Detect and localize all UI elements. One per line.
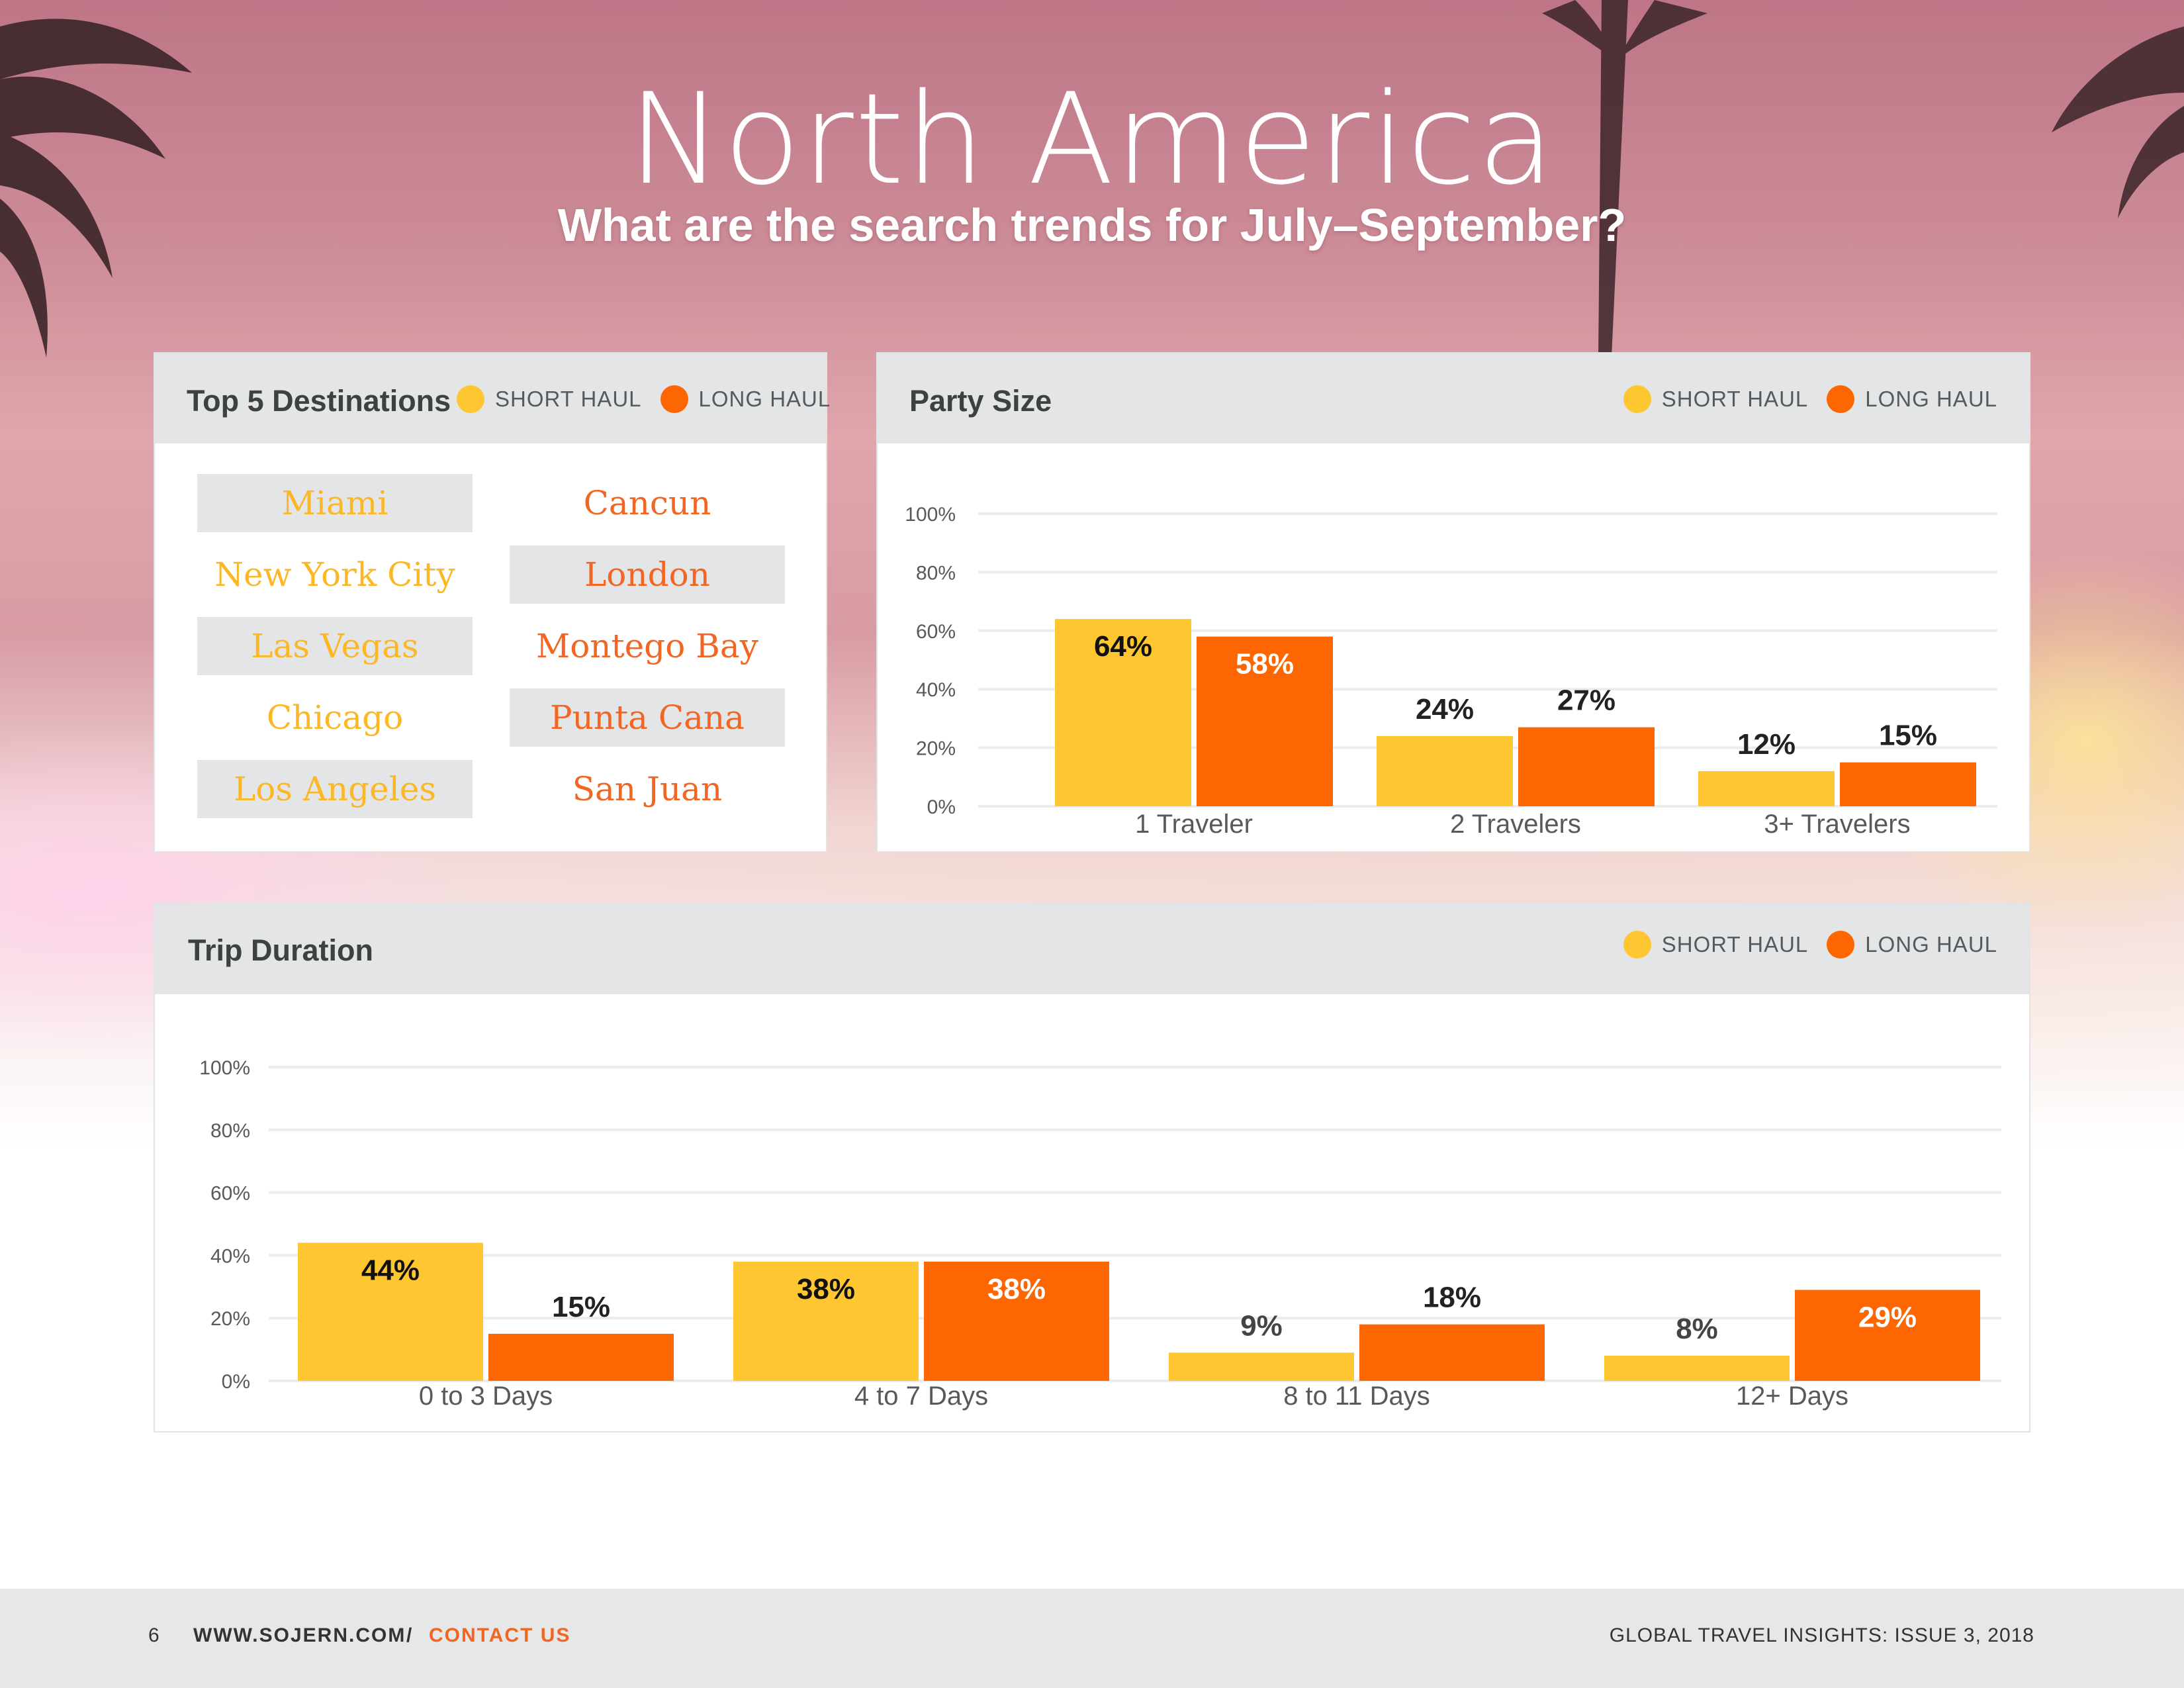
long-haul-legend-label: LONG HAUL — [698, 387, 831, 411]
short-haul-legend-swatch — [1623, 931, 1651, 959]
category-label: 2 Travelers — [1450, 810, 1581, 839]
bar-short-haul — [1377, 735, 1513, 806]
bar-long-haul — [1518, 727, 1655, 806]
bar-long-haul — [488, 1333, 674, 1381]
bar-data-label: 44% — [361, 1254, 420, 1286]
category-label: 12+ Days — [1736, 1382, 1848, 1411]
y-tick-label: 80% — [916, 562, 956, 584]
y-tick-label: 0% — [927, 796, 956, 818]
trip-duration-panel: Trip Duration SHORT HAUL LONG HAUL 0% 20%… — [154, 903, 2030, 1432]
party-size-panel-header: Party Size SHORT HAUL LONG HAUL — [878, 353, 2029, 444]
bar-data-label: 24% — [1416, 693, 1474, 726]
bar-data-label: 15% — [1879, 720, 1937, 752]
short-haul-destination: Miami — [197, 474, 473, 532]
y-tick-label: 80% — [210, 1120, 250, 1142]
long-haul-legend-swatch — [1827, 385, 1855, 413]
bar-data-label: 15% — [552, 1291, 610, 1323]
short-haul-legend-swatch — [1623, 385, 1651, 413]
bar-data-label: 18% — [1423, 1282, 1481, 1314]
category-label: 4 to 7 Days — [854, 1382, 988, 1411]
category-label: 3+ Travelers — [1764, 810, 1910, 839]
bar-long-haul — [1197, 636, 1333, 806]
bar-short-haul — [733, 1261, 919, 1381]
y-tick-label: 60% — [916, 621, 956, 643]
bar-short-haul — [1604, 1356, 1790, 1381]
long-haul-legend-swatch — [660, 385, 688, 413]
palm-tree-left-image — [0, 19, 192, 357]
bar-short-haul — [1698, 771, 1835, 806]
contact-us-link[interactable]: CONTACT US — [429, 1624, 571, 1646]
y-tick-label: 100% — [199, 1057, 250, 1079]
trip-duration-title: Trip Duration — [188, 933, 373, 967]
short-haul-legend-label: SHORT HAUL — [495, 387, 642, 411]
y-tick-label: 60% — [210, 1183, 250, 1205]
bar-data-label: 29% — [1858, 1301, 1917, 1334]
bar-data-label: 58% — [1236, 648, 1294, 680]
y-tick-label: 20% — [210, 1308, 250, 1330]
long-haul-legend-label: LONG HAUL — [1865, 387, 1997, 411]
palm-tree-right-image — [2052, 26, 2184, 218]
category-label: 0 to 3 Days — [419, 1382, 553, 1411]
long-haul-destination: Punta Cana — [510, 688, 785, 747]
short-haul-destination: Los Angeles — [197, 760, 473, 818]
party-size-panel: Party Size SHORT HAUL LONG HAUL 0% 20% 40%… — [876, 352, 2030, 853]
short-haul-destination: Las Vegas — [197, 617, 473, 675]
y-tick-label: 40% — [916, 679, 956, 701]
y-tick-label: 100% — [905, 504, 956, 526]
party-size-chart: 0% 20% 40% 60% 80% 100% 64% 58% 1 Traveler 24% 27%… — [905, 504, 1997, 839]
page-number: 6 — [148, 1624, 161, 1646]
website-link[interactable]: WWW.SOJERN.COM — [193, 1624, 406, 1646]
destinations-panel: Top 5 Destinations SHORT HAUL LONG HAUL … — [154, 352, 830, 853]
category-label: 8 to 11 Days — [1283, 1382, 1430, 1411]
trip-duration-panel-header: Trip Duration SHORT HAUL LONG HAUL — [155, 904, 2029, 994]
long-haul-legend-label: LONG HAUL — [1865, 932, 1997, 957]
long-haul-legend-swatch — [1827, 931, 1855, 959]
long-haul-destination: Montego Bay — [536, 627, 758, 665]
bar-long-haul — [1795, 1289, 1980, 1381]
publication-info: GLOBAL TRAVEL INSIGHTS: ISSUE 3, 2018 — [1609, 1624, 2034, 1646]
long-haul-destination: San Juan — [572, 770, 723, 808]
bar-data-label: 8% — [1676, 1313, 1718, 1345]
short-haul-legend-swatch — [457, 385, 484, 413]
bar-data-label: 12% — [1737, 728, 1796, 761]
long-haul-destination: London — [510, 545, 785, 604]
bar-short-haul — [1169, 1352, 1354, 1381]
bar-long-haul — [924, 1261, 1109, 1381]
party-size-legend: SHORT HAUL LONG HAUL — [1623, 385, 1997, 413]
destinations-legend: SHORT HAUL LONG HAUL — [457, 385, 831, 413]
destinations-panel-header: Top 5 Destinations SHORT HAUL LONG HAUL — [155, 353, 830, 444]
bar-data-label: 9% — [1240, 1309, 1283, 1342]
y-tick-label: 40% — [210, 1245, 250, 1267]
bar-data-label: 27% — [1557, 684, 1615, 717]
bar-short-haul — [1055, 619, 1191, 806]
bar-long-haul — [1359, 1324, 1545, 1381]
bar-data-label: 64% — [1094, 630, 1152, 663]
trip-duration-legend: SHORT HAUL LONG HAUL — [1623, 931, 1997, 959]
long-haul-destination: Cancun — [583, 484, 711, 522]
page-title: North America — [628, 66, 1556, 212]
palm-tree-center-image — [1542, 0, 1707, 357]
short-haul-legend-label: SHORT HAUL — [1661, 387, 1809, 411]
y-tick-label: 0% — [222, 1371, 250, 1393]
footer-separator: / — [406, 1624, 414, 1646]
short-haul-destination: Chicago — [266, 698, 404, 737]
bar-long-haul — [1840, 762, 1976, 806]
bar-data-label: 38% — [797, 1273, 855, 1305]
bar-data-label: 38% — [987, 1273, 1046, 1305]
short-haul-legend-label: SHORT HAUL — [1661, 932, 1809, 957]
y-tick-label: 20% — [916, 738, 956, 760]
party-size-title: Party Size — [909, 384, 1052, 418]
destinations-title: Top 5 Destinations — [187, 384, 451, 418]
bar-short-haul — [298, 1243, 483, 1381]
footer: 6 WWW.SOJERN.COM / CONTACT US GLOBAL TRA… — [0, 1589, 2184, 1688]
page-subtitle: What are the search trends for July–Sept… — [557, 199, 1627, 251]
short-haul-destination: New York City — [214, 555, 455, 594]
trip-duration-chart: 0% 20% 40% 60% 80% 100% 44% 15% 0 to 3 Days 38% 38… — [199, 1057, 2001, 1411]
category-label: 1 Traveler — [1135, 810, 1253, 839]
